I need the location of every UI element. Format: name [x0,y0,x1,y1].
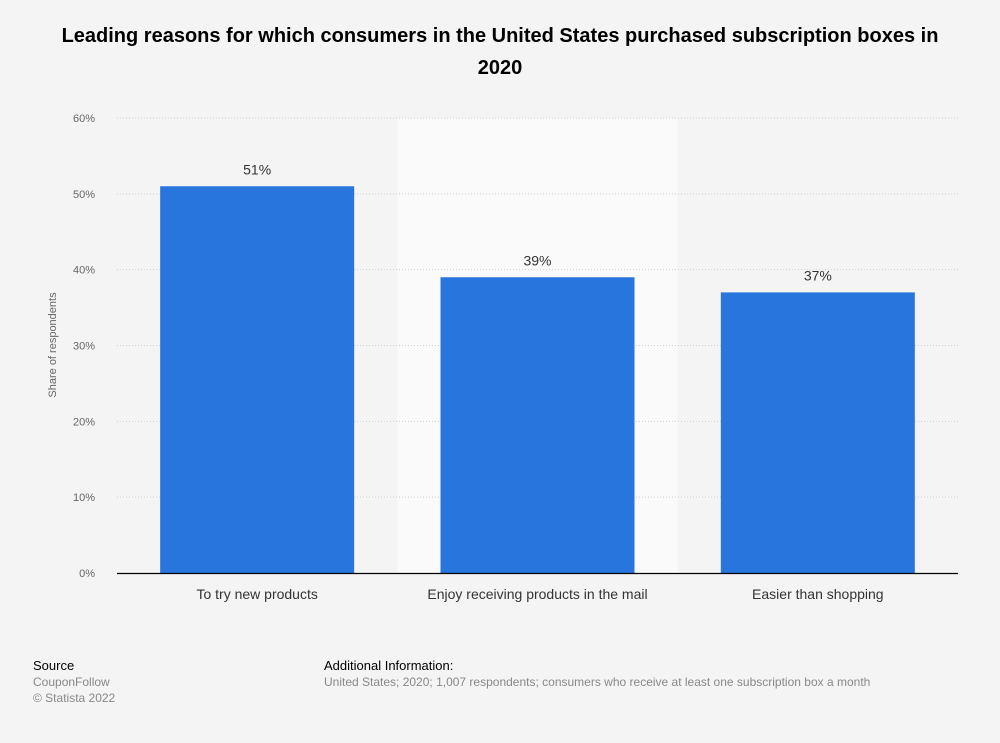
additional-info-heading: Additional Information: [324,658,454,673]
y-tick-label: 50% [73,189,95,201]
y-tick-label: 0% [79,568,95,580]
x-tick-label: To try new products [196,586,317,602]
source-heading: Source [33,658,75,673]
y-tick-label: 30% [73,341,95,353]
copyright: © Statista 2022 [33,691,116,705]
data-label: 37% [804,267,832,283]
additional-info: United States; 2020; 1,007 respondents; … [324,675,871,689]
bar [440,277,635,573]
y-tick-label: 10% [73,492,95,504]
y-tick-label: 20% [73,416,95,428]
source-link[interactable]: CouponFollow [33,675,110,689]
bar [160,186,355,573]
x-tick-label: Enjoy receiving products in the mail [427,586,647,602]
x-tick-label: Easier than shopping [752,586,884,602]
chart-title: Leading reasons for which consumers in t… [61,25,939,79]
y-tick-label: 60% [73,113,95,125]
data-label: 39% [523,252,551,268]
y-tick-label: 40% [73,265,95,277]
y-axis-label: Share of respondents [47,292,59,398]
data-label: 51% [243,161,271,177]
bar [720,292,915,573]
